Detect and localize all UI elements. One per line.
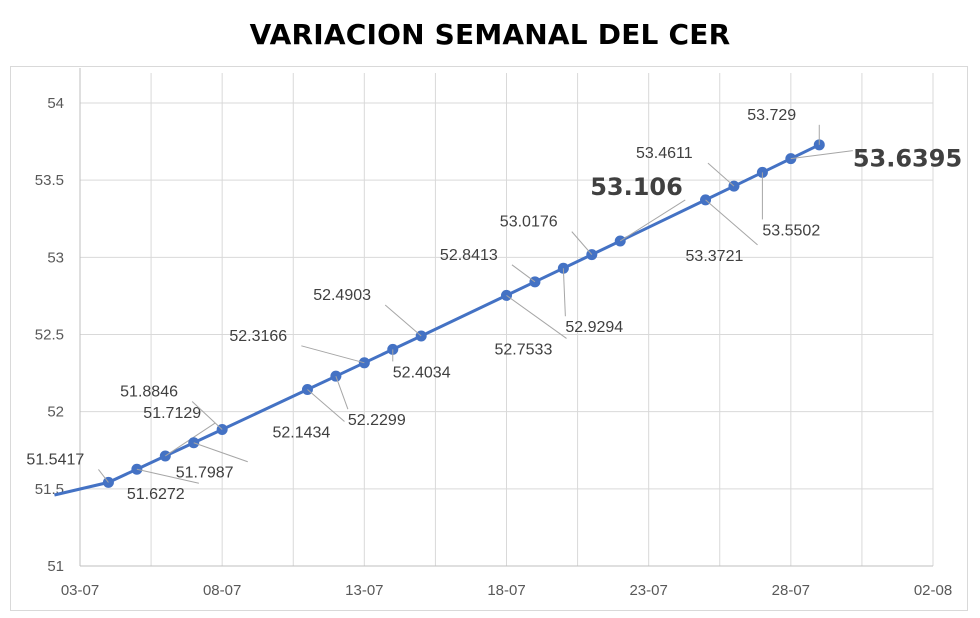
y-tick-label: 52.5 [35, 327, 64, 344]
x-tick-label: 18-07 [487, 582, 525, 599]
data-label: 53.0176 [500, 214, 558, 231]
y-tick-label: 54 [47, 95, 64, 112]
data-label: 52.8413 [440, 247, 498, 264]
leader-line [705, 199, 758, 246]
data-label: 53.4611 [636, 145, 693, 162]
data-label: 53.106 [590, 173, 683, 201]
data-label: 52.2299 [348, 412, 406, 429]
x-tick-label: 02-08 [914, 582, 952, 599]
leader-line [790, 150, 853, 160]
leader-line [571, 231, 593, 255]
leader-line [301, 345, 365, 364]
leader-line [136, 468, 199, 484]
data-label: 52.1434 [272, 425, 330, 442]
leader-line [562, 268, 566, 317]
leader-line [191, 401, 223, 430]
data-label: 51.7129 [143, 405, 201, 422]
leader-line [335, 376, 349, 410]
y-tick-label: 53.5 [35, 172, 64, 189]
leader-line [619, 199, 686, 242]
chart-title: VARIACION SEMANAL DEL CER [249, 18, 731, 51]
data-label: 51.7987 [176, 465, 234, 482]
data-label: 51.5417 [26, 451, 84, 468]
x-tick-label: 08-07 [203, 582, 241, 599]
chart-area [10, 66, 968, 611]
data-label: 53.6395 [853, 145, 962, 173]
x-tick-label: 03-07 [61, 582, 99, 599]
leader-line [707, 162, 735, 187]
data-label: 52.4034 [393, 364, 451, 381]
data-label: 51.6272 [127, 486, 185, 503]
y-tick-label: 52 [47, 404, 64, 421]
y-tick-label: 53 [47, 249, 64, 266]
x-tick-label: 23-07 [629, 582, 667, 599]
data-label: 52.9294 [565, 319, 623, 336]
data-label: 51.8846 [120, 383, 178, 400]
leader-line [506, 295, 567, 339]
x-tick-label: 13-07 [345, 582, 383, 599]
data-label: 53.5502 [762, 222, 820, 239]
y-tick-label: 51 [47, 558, 64, 575]
x-tick-label: 28-07 [772, 582, 810, 599]
data-label: 52.7533 [495, 341, 553, 358]
leader-line [511, 264, 536, 283]
data-label: 52.4903 [313, 287, 371, 304]
data-label: 53.3721 [686, 248, 744, 265]
data-label: 52.3166 [229, 328, 287, 345]
leader-line [193, 442, 248, 463]
data-label: 53.729 [747, 107, 796, 124]
leader-line [384, 304, 422, 337]
leader-line [98, 469, 109, 483]
leader-line [307, 389, 345, 422]
